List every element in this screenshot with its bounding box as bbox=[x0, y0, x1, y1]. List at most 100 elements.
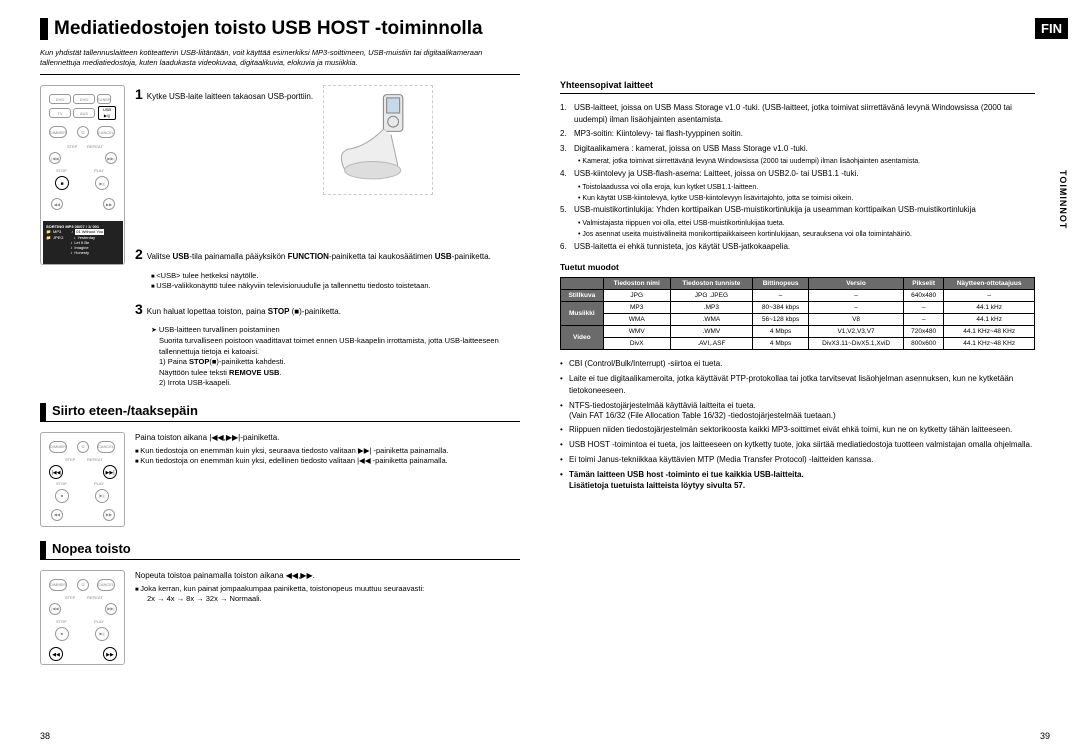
safe-remove-step1b: Näyttöön tulee teksti REMOVE USB. bbox=[159, 368, 520, 379]
compat-list: 1.USB-laitteet, joissa on USB Mass Stora… bbox=[560, 102, 1035, 252]
compat-item-5-sub1: Valmistajasta riippuen voi olla, ettei U… bbox=[578, 219, 1035, 229]
table-cell: 44.1 kHz bbox=[944, 302, 1035, 314]
compat-item-4-sub2: Kun käytät USB-kiintolevyä, kytke USB-ki… bbox=[578, 194, 1035, 204]
title-marker bbox=[40, 18, 48, 40]
table-cell: .WMV bbox=[670, 326, 752, 338]
table-header-cell bbox=[561, 278, 604, 290]
skip-block: DIMMER ① CANCEL STEP REPEAT |◀◀ ▶▶| STOP… bbox=[40, 432, 520, 527]
step1-text: Kytke USB-laite laitteen takaosan USB-po… bbox=[147, 92, 313, 101]
table-rowhead: Musiikki bbox=[561, 302, 604, 326]
table-rowhead: Stillkuva bbox=[561, 290, 604, 302]
main-title: Mediatiedostojen toisto USB HOST -toimin… bbox=[54, 18, 483, 40]
compat-item-3: Digitaalikamera : kamerat, joissa on USB… bbox=[574, 144, 808, 153]
table-row: DivX.AVI,.ASF4 MbpsDivX3.11~DivX5.1,XviD… bbox=[561, 338, 1035, 350]
table-cell: – bbox=[903, 314, 943, 326]
fast-block: DIMMER ① CANCEL STEP REPEAT |◀◀ ▶▶| STOP… bbox=[40, 570, 520, 665]
table-cell: WMV bbox=[603, 326, 670, 338]
table-cell: 56~128 kbps bbox=[753, 314, 809, 326]
table-header-cell: Bittinopeus bbox=[753, 278, 809, 290]
formats-heading: Tuetut muodot bbox=[560, 262, 1035, 272]
table-cell: 44.1 KHz~48 KHz bbox=[944, 326, 1035, 338]
table-cell: 4 Mbps bbox=[753, 338, 809, 350]
compat-item-4-sub1: Toistolaadussa voi olla eroja, kun kytke… bbox=[578, 183, 1035, 193]
skip-bullet2: Kun tiedostoja on enemmän kuin yksi, ede… bbox=[135, 456, 520, 467]
table-row: WMA.WMA56~128 kbpsV8–44.1 kHz bbox=[561, 314, 1035, 326]
table-header-cell: Tiedoston nimi bbox=[603, 278, 670, 290]
table-header-cell: Versio bbox=[809, 278, 904, 290]
step-block-1: DVD DVD TUNER TV AUX USB▶/|| DIMMER ① CA… bbox=[40, 85, 520, 388]
table-cell: WMA bbox=[603, 314, 670, 326]
left-page: Mediatiedostojen toisto USB HOST -toimin… bbox=[40, 18, 520, 679]
compat-item-6: USB-laitetta ei ehkä tunnisteta, jos käy… bbox=[574, 242, 790, 251]
table-cell: 44.1 KHz~48 KHz bbox=[944, 338, 1035, 350]
table-cell: .MP3 bbox=[670, 302, 752, 314]
side-tab: TOIMINNOT bbox=[1058, 170, 1068, 229]
intro-text: Kun yhdistät tallennuslaitteen kotiteatt… bbox=[40, 48, 520, 75]
safe-remove-step1: 1) Paina STOP(■)-painiketta kahdesti. bbox=[159, 357, 520, 368]
right-page: Yhteensopivat laitteet 1.USB-laitteet, j… bbox=[560, 80, 1035, 490]
safe-remove-body: Suorita turvalliseen poistoon vaadittava… bbox=[159, 336, 520, 357]
section-skip-title: Siirto eteen-/taaksepäin bbox=[52, 403, 198, 420]
table-row: MusiikkiMP3.MP380~384 kbps––44.1 kHz bbox=[561, 302, 1035, 314]
table-cell: 44.1 kHz bbox=[944, 314, 1035, 326]
compat-item-3-sub: Kamerat, jotka toimivat siirrettävänä le… bbox=[578, 157, 1035, 167]
remote-diagram: DVD DVD TUNER TV AUX USB▶/|| DIMMER ① CA… bbox=[40, 85, 125, 265]
table-cell: JPG .JPEG bbox=[670, 290, 752, 302]
table-cell: V8 bbox=[809, 314, 904, 326]
post-note-3: NTFS-tiedostojärjestelmää käyttäviä lait… bbox=[560, 400, 1035, 411]
table-cell: DivX bbox=[603, 338, 670, 350]
mp3-player-icon bbox=[323, 85, 433, 195]
table-cell: 640x480 bbox=[903, 290, 943, 302]
page-number-right: 39 bbox=[1040, 731, 1050, 741]
step2-line: 2Valitse USB-tila painamalla pääyksikön … bbox=[135, 245, 520, 265]
fast-seq: 2x → 4x → 8x → 32x → Normaali. bbox=[147, 594, 520, 605]
table-rowhead: Video bbox=[561, 326, 604, 350]
table-cell: 80~384 kbps bbox=[753, 302, 809, 314]
table-cell: 800x600 bbox=[903, 338, 943, 350]
table-cell: .WMA bbox=[670, 314, 752, 326]
post-note-8: Lisätietoja tuetuista laitteista löytyy … bbox=[569, 481, 1035, 490]
table-cell: – bbox=[753, 290, 809, 302]
post-note-6: Ei toimi Janus-tekniikkaa käyttävien MTP… bbox=[560, 454, 1035, 465]
safe-remove-title: USB-laitteen turvallinen poistaminen bbox=[151, 325, 520, 336]
compat-item-4: USB-kiintolevy ja USB-flash-asema: Laitt… bbox=[574, 169, 859, 178]
table-header-cell: Pikselit bbox=[903, 278, 943, 290]
fast-bullet1: Joka kerran, kun painat jompaakumpaa pai… bbox=[135, 584, 520, 595]
compat-heading: Yhteensopivat laitteet bbox=[560, 80, 1035, 94]
compat-item-5-sub2: Jos asennat useita muistivälineitä monik… bbox=[578, 230, 1035, 240]
table-cell: – bbox=[903, 302, 943, 314]
language-badge: FIN bbox=[1035, 18, 1068, 39]
post-note-3-sub: (Vain FAT 16/32 (File Allocation Table 1… bbox=[569, 411, 1035, 420]
table-cell: V1,V2,V3,V7 bbox=[809, 326, 904, 338]
skip-main-text: Paina toiston aikana |◀◀,▶▶|-painiketta. bbox=[135, 432, 520, 443]
remote-diagram-small-2: DIMMER ① CANCEL STEP REPEAT |◀◀ ▶▶| STOP… bbox=[40, 570, 125, 665]
post-note-4: Riippuen niiden tiedostojärjestelmän sek… bbox=[560, 424, 1035, 435]
table-row: VideoWMV.WMV4 MbpsV1,V2,V3,V7720x48044.1… bbox=[561, 326, 1035, 338]
table-cell: .AVI,.ASF bbox=[670, 338, 752, 350]
compat-item-2: MP3-soitin: Kiintolevy- tai flash-tyyppi… bbox=[574, 129, 743, 138]
table-cell: – bbox=[809, 302, 904, 314]
section-skip-header: Siirto eteen-/taaksepäin bbox=[40, 403, 520, 422]
section-fast-header: Nopea toisto bbox=[40, 541, 520, 560]
section-fast-title: Nopea toisto bbox=[52, 541, 131, 558]
step2-bullet1: <USB> tulee hetkeksi näytölle. bbox=[151, 271, 520, 282]
step-content: 1Kytke USB-laite laitteen takaosan USB-p… bbox=[135, 85, 520, 388]
post-note-7: Tämän laitteen USB host -toiminto ei tue… bbox=[560, 469, 1035, 480]
safe-remove-step2: 2) Irrota USB-kaapeli. bbox=[159, 378, 520, 389]
formats-table: Tiedoston nimiTiedoston tunnisteBittinop… bbox=[560, 277, 1035, 350]
table-header-cell: Tiedoston tunniste bbox=[670, 278, 752, 290]
remote-diagram-small-1: DIMMER ① CANCEL STEP REPEAT |◀◀ ▶▶| STOP… bbox=[40, 432, 125, 527]
page-number-left: 38 bbox=[40, 731, 50, 741]
table-cell: MP3 bbox=[603, 302, 670, 314]
title-bar: Mediatiedostojen toisto USB HOST -toimin… bbox=[40, 18, 520, 40]
table-cell: – bbox=[809, 290, 904, 302]
step2-bullet2: USB-valikkonäyttö tulee näkyviin televis… bbox=[151, 281, 520, 292]
compat-item-1: USB-laitteet, joissa on USB Mass Storage… bbox=[574, 103, 1012, 124]
table-cell: – bbox=[944, 290, 1035, 302]
table-row: StillkuvaJPGJPG .JPEG––640x480– bbox=[561, 290, 1035, 302]
table-header-cell: Näytteen-ottotaajuus bbox=[944, 278, 1035, 290]
lcd-track5: Honesty bbox=[74, 250, 89, 255]
lcd-folder2: JPEG bbox=[53, 235, 63, 240]
fast-main-text: Nopeuta toistoa painamalla toiston aikan… bbox=[135, 570, 520, 581]
post-note-2: Laite ei tue digitaalikameroita, jotka k… bbox=[560, 373, 1035, 395]
